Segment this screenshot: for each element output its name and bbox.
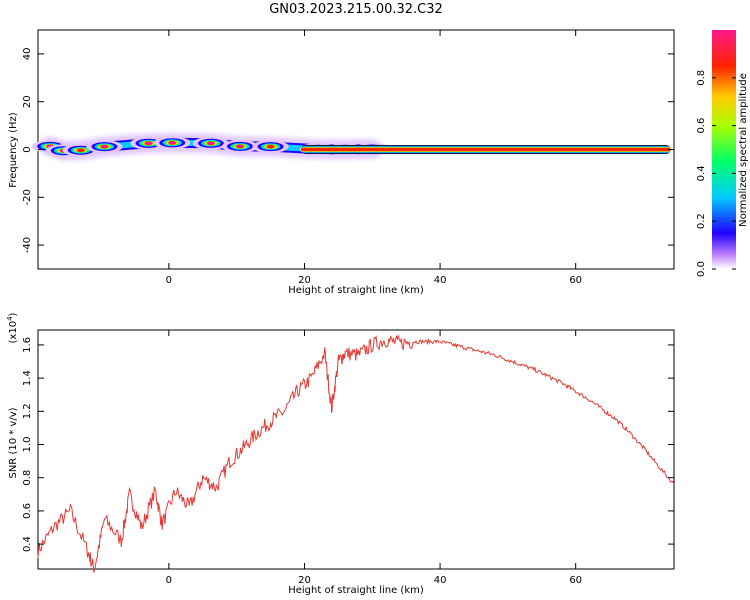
snr-y-tick-label: 1.0 [22, 437, 33, 453]
spectrogram-x-axis-label: Height of straight line (km) [288, 285, 424, 296]
spectrogram-x-tick-label: 20 [298, 275, 311, 286]
spectrogram-x-tick-label: 40 [434, 275, 447, 286]
colorbar-tick-label: 0.6 [696, 118, 707, 134]
colorbar-label: Normalized spectral amplitude [738, 73, 749, 227]
colorbar-tick-label: 0.2 [696, 213, 707, 229]
spectrogram-band [301, 147, 671, 152]
spectrogram-panel: 0 20 40 60 -40 -20 0 20 40 Height of straight li… [8, 29, 749, 296]
snr-x-tick-label: 20 [298, 575, 311, 586]
snr-y-tick-label: 1.4 [22, 370, 33, 386]
spectrogram-y-tick-label: 0 [22, 146, 33, 152]
colorbar-tick-label: 0.8 [696, 70, 707, 86]
spectrogram-blob-peak [144, 141, 153, 145]
spectrogram-blob-peak [236, 144, 245, 148]
snr-panel: 0 20 40 60 0.4 0.6 0.8 1.0 1.2 1.4 1.6 Height of s… [6, 312, 675, 596]
spectrogram-y-tick-label: 20 [22, 95, 33, 108]
spectrogram-y-tick-label: -40 [22, 237, 33, 253]
snr-y-tick-label: 1.6 [22, 337, 33, 353]
spectrogram-blob-peak [76, 148, 85, 152]
colorbar [712, 30, 736, 269]
snr-x-axis-label: Height of straight line (km) [288, 585, 424, 596]
chart-title: GN03.2023.215.00.32.C32 [269, 2, 443, 17]
spectrogram-x-tick-label: 60 [569, 275, 582, 286]
snr-y-axis-label: SNR (10 * v/v) [8, 407, 19, 478]
snr-y-tick-label: 0.6 [22, 503, 33, 519]
snr-y-scale-label: (x104) [6, 312, 19, 343]
snr-x-tick-label: 60 [569, 575, 582, 586]
spectrogram-y-tick-label: 40 [22, 48, 33, 61]
spectrogram-blob-peak [266, 145, 275, 149]
snr-x-tick-label: 0 [166, 575, 172, 586]
snr-plot-frame [37, 329, 675, 570]
snr-x-tick-label: 40 [434, 575, 447, 586]
snr-y-tick-label: 0.8 [22, 470, 33, 486]
snr-series-line [37, 334, 675, 573]
snr-y-tick-label: 0.4 [22, 536, 33, 552]
snr-y-tick-label: 1.2 [22, 403, 33, 419]
spectrogram-y-tick-label: -20 [22, 189, 33, 205]
spectrogram-blob-peak [206, 141, 215, 145]
spectrogram-x-tick-label: 0 [166, 275, 172, 286]
colorbar-tick-label: 0.4 [696, 165, 707, 181]
spectrogram-blob-peak [100, 145, 109, 149]
spectrogram-blob-peak [168, 141, 177, 145]
spectrogram-y-axis-label: Frequency (Hz) [8, 112, 19, 188]
colorbar-tick-label: 0.0 [696, 261, 707, 277]
